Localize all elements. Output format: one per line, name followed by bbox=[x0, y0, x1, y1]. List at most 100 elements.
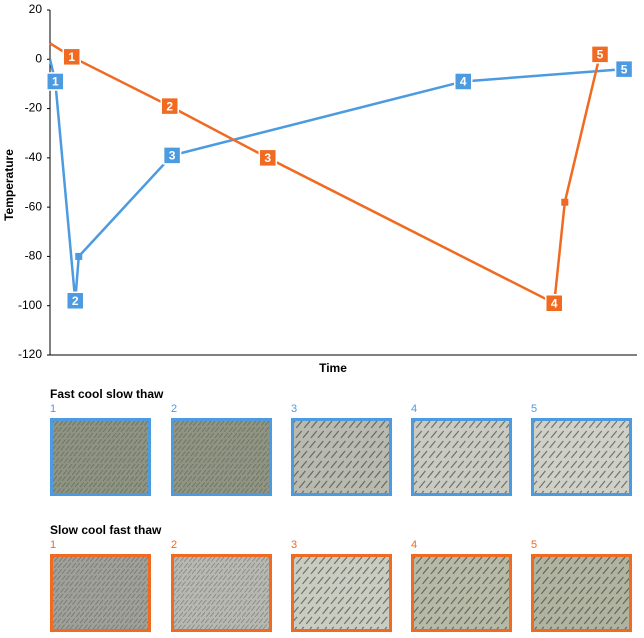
texture-line bbox=[294, 421, 318, 450]
texture-line bbox=[186, 557, 248, 629]
texture-line bbox=[174, 421, 212, 467]
texture-line bbox=[267, 627, 269, 629]
texture-line bbox=[114, 588, 148, 629]
texture-line bbox=[564, 557, 626, 629]
texture-line bbox=[74, 557, 136, 629]
texture-line bbox=[534, 421, 588, 486]
texture-line bbox=[616, 613, 629, 629]
texture-line bbox=[110, 583, 148, 629]
series-line bbox=[49, 42, 602, 306]
texture-line bbox=[119, 458, 148, 493]
texture-line bbox=[213, 562, 269, 629]
texture-line bbox=[534, 557, 566, 596]
texture-line bbox=[53, 557, 68, 575]
texture-line bbox=[429, 421, 491, 493]
texture-line bbox=[177, 421, 239, 493]
texture-line bbox=[101, 573, 148, 629]
texture bbox=[414, 421, 509, 493]
texture-line bbox=[78, 421, 140, 493]
texture-line bbox=[101, 437, 148, 493]
texture-line bbox=[466, 441, 509, 493]
texture-line bbox=[489, 469, 509, 493]
point-marker bbox=[561, 198, 569, 206]
texture-line bbox=[53, 421, 91, 467]
point-label: 5 bbox=[597, 48, 604, 62]
texture-line bbox=[294, 557, 318, 586]
point-label: 5 bbox=[621, 62, 628, 76]
texture-line bbox=[414, 421, 468, 486]
texture-line bbox=[444, 421, 506, 493]
texture-line bbox=[87, 557, 148, 629]
texture-line bbox=[414, 421, 476, 493]
texture-line bbox=[414, 557, 461, 614]
texture-line bbox=[53, 557, 64, 570]
texture-line bbox=[204, 421, 266, 493]
panel-title: Fast cool slow thaw bbox=[50, 387, 164, 401]
point-label: 1 bbox=[52, 75, 59, 89]
texture-line bbox=[586, 441, 629, 493]
texture-line bbox=[436, 557, 498, 629]
texture-line bbox=[213, 426, 269, 493]
texture-line bbox=[294, 557, 341, 614]
texture-line bbox=[128, 605, 148, 629]
texture-line bbox=[571, 559, 629, 629]
texture-line bbox=[414, 557, 446, 596]
texture-line bbox=[294, 421, 326, 460]
texture-line bbox=[53, 421, 77, 450]
texture-line bbox=[429, 557, 491, 629]
texture-line bbox=[549, 557, 611, 629]
texture-line bbox=[601, 459, 629, 493]
texture-line bbox=[240, 594, 269, 629]
texture-line bbox=[414, 557, 431, 578]
y-tick-label: 20 bbox=[29, 2, 43, 16]
texture-line bbox=[331, 559, 389, 629]
texture-line bbox=[174, 421, 221, 477]
texture-line bbox=[346, 577, 389, 629]
texture-line bbox=[65, 421, 127, 493]
texture-line bbox=[414, 421, 453, 468]
point-marker bbox=[162, 146, 182, 165]
chart: Time Temperature -120 -100 -80 -60 -40 -20 0 20… bbox=[2, 2, 637, 375]
texture-line bbox=[421, 557, 483, 629]
texture-line bbox=[534, 557, 551, 578]
texture-line bbox=[53, 557, 55, 559]
texture-line bbox=[222, 437, 269, 493]
texture-line bbox=[60, 421, 122, 493]
texture-line bbox=[376, 613, 389, 629]
point-label: 2 bbox=[166, 99, 173, 113]
texture-line bbox=[174, 557, 185, 570]
texture-line bbox=[128, 469, 148, 493]
texture-line bbox=[294, 557, 356, 629]
texture-line bbox=[534, 557, 581, 614]
texture-line bbox=[534, 421, 551, 442]
panel-label: 3 bbox=[291, 403, 298, 415]
texture-line bbox=[474, 587, 509, 629]
texture-line bbox=[195, 557, 257, 629]
texture-line bbox=[414, 421, 431, 442]
texture-line bbox=[53, 557, 100, 613]
texture-line bbox=[240, 458, 269, 493]
texture-line bbox=[249, 469, 269, 493]
texture-line bbox=[262, 621, 269, 629]
texture-line bbox=[346, 441, 389, 493]
point-label: 2 bbox=[72, 294, 79, 308]
texture-line bbox=[579, 569, 629, 629]
texture-line bbox=[69, 421, 131, 493]
y-tick-label: -100 bbox=[18, 298, 42, 312]
texture-line bbox=[421, 421, 483, 493]
point-label: 3 bbox=[169, 149, 176, 163]
texture-line bbox=[294, 421, 341, 478]
texture-line bbox=[376, 477, 389, 493]
texture-line bbox=[174, 557, 230, 624]
texture-line bbox=[549, 421, 611, 493]
texture-line bbox=[53, 421, 82, 456]
texture-line bbox=[53, 421, 86, 461]
point-marker bbox=[258, 148, 278, 168]
texture bbox=[53, 421, 148, 493]
texture-line bbox=[339, 569, 389, 629]
panel-label: 4 bbox=[411, 539, 418, 551]
texture bbox=[174, 421, 269, 493]
micrograph bbox=[411, 554, 512, 632]
texture bbox=[294, 557, 389, 629]
